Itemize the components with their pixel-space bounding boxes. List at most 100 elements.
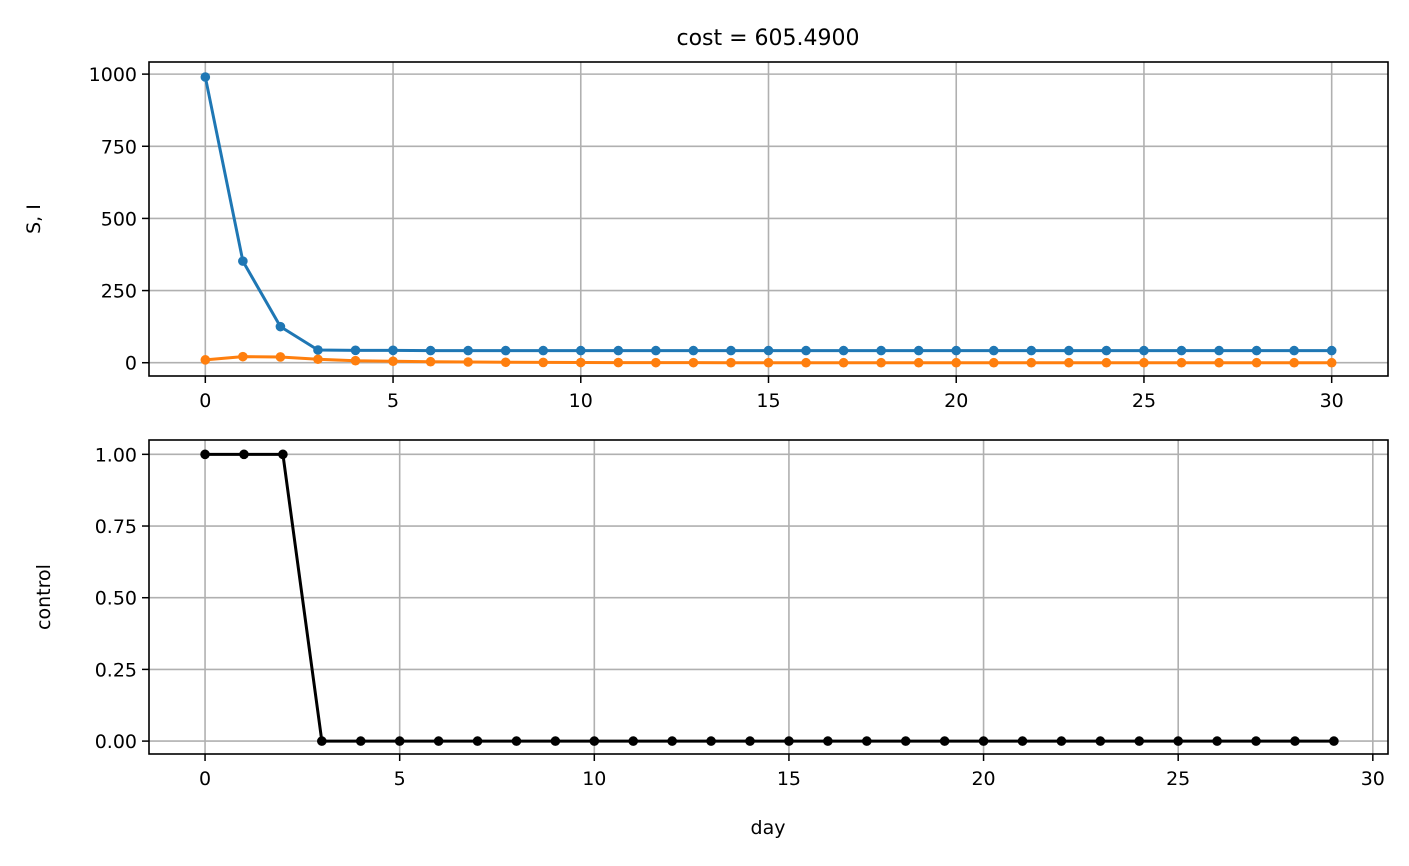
bottom-series-0-point — [861, 736, 872, 746]
bottom-series-0-point — [589, 736, 600, 746]
top-y-axis-label: S, I — [23, 204, 45, 234]
bottom-y-tick-label: 0.25 — [95, 659, 137, 681]
top-series-0-point — [1064, 345, 1074, 356]
bottom-x-tick-label: 25 — [1166, 768, 1190, 790]
top-series-0-point — [313, 345, 323, 355]
top-x-tick-label: 15 — [756, 390, 780, 412]
bottom-series-0-point — [1095, 736, 1106, 746]
top-series-0-point — [801, 345, 811, 356]
bottom-series-0-point — [1056, 736, 1067, 746]
top-series-0-point — [1214, 345, 1224, 356]
top-series-1-point — [801, 357, 811, 368]
top-series-0-point — [876, 345, 886, 356]
top-series-0-point — [613, 345, 624, 356]
top-series-0-point — [763, 345, 774, 356]
top-series-0-point — [988, 345, 999, 356]
top-series-1-point — [1176, 357, 1187, 368]
top-series-0-point — [1176, 345, 1187, 356]
top-series-1-point — [425, 356, 436, 367]
bottom-series-0-point — [200, 449, 210, 460]
bottom-series-0-point — [1173, 736, 1183, 746]
bottom-series-0-point — [745, 736, 755, 746]
top-series-1-point — [388, 356, 398, 367]
top-series-1-point — [200, 355, 211, 365]
chart-title: cost = 605.4900 — [676, 26, 859, 51]
top-series-1-point — [913, 357, 924, 368]
top-series-0-point — [951, 345, 962, 356]
bottom-x-axis-label: day — [751, 817, 786, 839]
top-series-0-point — [913, 345, 924, 356]
bottom-series-0-point — [823, 736, 833, 746]
top-series-1-point — [1289, 357, 1299, 368]
bottom-series-0-point — [1251, 736, 1261, 746]
bottom-x-tick-label: 0 — [199, 768, 211, 790]
bottom-series-0-point — [667, 736, 677, 746]
top-series-0-point — [1026, 345, 1037, 356]
bottom-series-0-point — [317, 736, 327, 746]
top-series-1-point — [763, 357, 774, 368]
top-series-1-point — [575, 357, 586, 368]
top-series-0-point — [500, 345, 511, 356]
top-series-1-point — [1214, 357, 1224, 368]
bottom-x-tick-label: 20 — [971, 768, 995, 790]
top-series-1-point — [275, 352, 286, 362]
bottom-series-0-point — [511, 736, 522, 746]
top-y-tick-label: 500 — [101, 208, 137, 230]
top-series-0-point — [200, 72, 211, 82]
top-x-tick-label: 0 — [199, 390, 211, 412]
top-series-0-point — [275, 321, 286, 332]
bottom-series-0-point — [355, 736, 366, 746]
top-series-1-point — [726, 357, 736, 368]
bottom-series-0-point — [900, 736, 911, 746]
bottom-series-0-point — [978, 736, 989, 746]
top-series-0-point — [1139, 345, 1149, 356]
top-series-0-point — [1289, 345, 1299, 356]
top-series-0-point — [651, 345, 661, 356]
bottom-y-tick-label: 0.75 — [95, 516, 137, 538]
top-series-1-point — [651, 357, 661, 368]
bottom-series-0-point — [239, 449, 249, 460]
top-x-tick-label: 25 — [1132, 390, 1156, 412]
top-series-1-point — [1101, 357, 1112, 368]
top-y-tick-label: 750 — [101, 136, 137, 158]
top-series-0-point — [575, 345, 586, 356]
top-series-0-point — [1326, 345, 1337, 356]
top-series-1-point — [1139, 357, 1149, 368]
bottom-y-tick-label: 0.00 — [95, 731, 137, 753]
bottom-y-axis-label: control — [33, 564, 55, 630]
top-series-0-point — [726, 345, 736, 356]
bottom-series-0-point — [394, 736, 405, 746]
top-series-1-point — [876, 357, 886, 368]
bottom-series-0-point — [1017, 736, 1028, 746]
top-series-1-point — [988, 357, 999, 368]
top-series-0-point — [1101, 345, 1112, 356]
top-series-1-point — [350, 355, 361, 366]
top-series-0-point — [463, 345, 473, 356]
top-x-tick-label: 10 — [569, 390, 593, 412]
bottom-series-0-point — [433, 736, 444, 746]
bottom-x-tick-label: 5 — [394, 768, 406, 790]
top-y-tick-label: 250 — [101, 281, 137, 303]
top-series-0-point — [388, 345, 398, 356]
top-series-0-point — [425, 345, 436, 356]
top-axes-frame — [148, 61, 1389, 377]
bottom-y-tick-label: 1.00 — [95, 444, 137, 466]
top-series-1-point — [538, 357, 549, 368]
bottom-series-0-point — [784, 736, 794, 746]
top-series-0-point — [238, 256, 248, 266]
bottom-series-0-point — [628, 736, 639, 746]
top-series-0-point — [350, 345, 361, 356]
bottom-series-0-point — [1329, 736, 1339, 746]
top-x-tick-label: 30 — [1320, 390, 1344, 412]
bottom-series-0-point — [939, 736, 950, 746]
top-y-tick-label: 0 — [125, 353, 137, 375]
top-series-1-point — [951, 357, 962, 368]
top-series-1-point — [1064, 357, 1074, 368]
bottom-axes-frame — [148, 439, 1389, 755]
bottom-series-0-point — [550, 736, 561, 746]
top-series-1-point — [313, 354, 323, 365]
bottom-x-tick-label: 15 — [777, 768, 801, 790]
top-series-1-point — [463, 357, 473, 367]
bottom-series-0-line — [205, 452, 1334, 743]
